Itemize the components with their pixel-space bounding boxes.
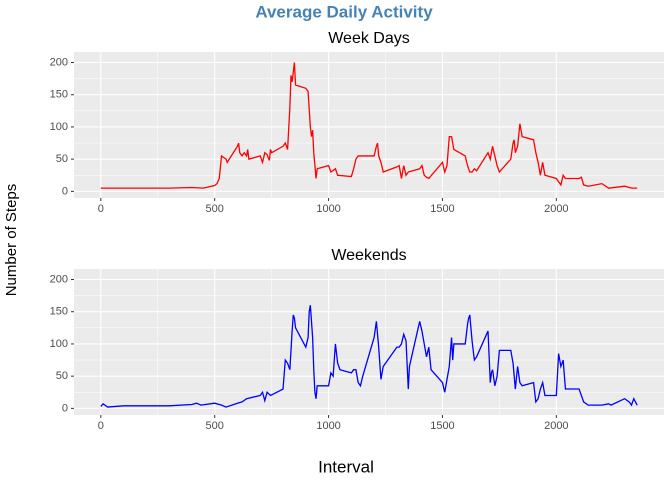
x-tick-label: 0: [98, 420, 104, 432]
x-tick-label: 1000: [316, 203, 340, 215]
x-tick-label: 1500: [430, 420, 454, 432]
x-tick-label: 2000: [544, 203, 568, 215]
y-tick-label: 100: [50, 338, 68, 350]
x-tick-label: 1000: [316, 420, 340, 432]
x-tick-label: 2000: [544, 420, 568, 432]
panel-background: [74, 269, 664, 415]
x-tick-label: 500: [206, 203, 224, 215]
y-tick-label: 50: [56, 370, 68, 382]
y-tick-label: 150: [50, 89, 68, 101]
x-tick-label: 500: [206, 420, 224, 432]
y-tick-label: 100: [50, 121, 68, 133]
chart-title: Average Daily Activity: [255, 2, 433, 21]
x-tick-label: 1500: [430, 203, 454, 215]
x-axis-label: Interval: [318, 457, 374, 476]
y-tick-label: 0: [62, 185, 68, 197]
y-axis-label: Number of Steps: [3, 184, 20, 297]
y-tick-label: 50: [56, 153, 68, 165]
line: [100, 62, 638, 189]
y-tick-label: 150: [50, 306, 68, 318]
y-tick-label: 200: [50, 273, 68, 285]
panel-title: Weekends: [331, 247, 406, 264]
panel-background: [74, 52, 664, 198]
line: [100, 305, 638, 408]
panel-title: Week Days: [328, 30, 410, 47]
x-tick-label: 0: [98, 203, 104, 215]
y-tick-label: 200: [50, 56, 68, 68]
y-tick-label: 0: [62, 402, 68, 414]
